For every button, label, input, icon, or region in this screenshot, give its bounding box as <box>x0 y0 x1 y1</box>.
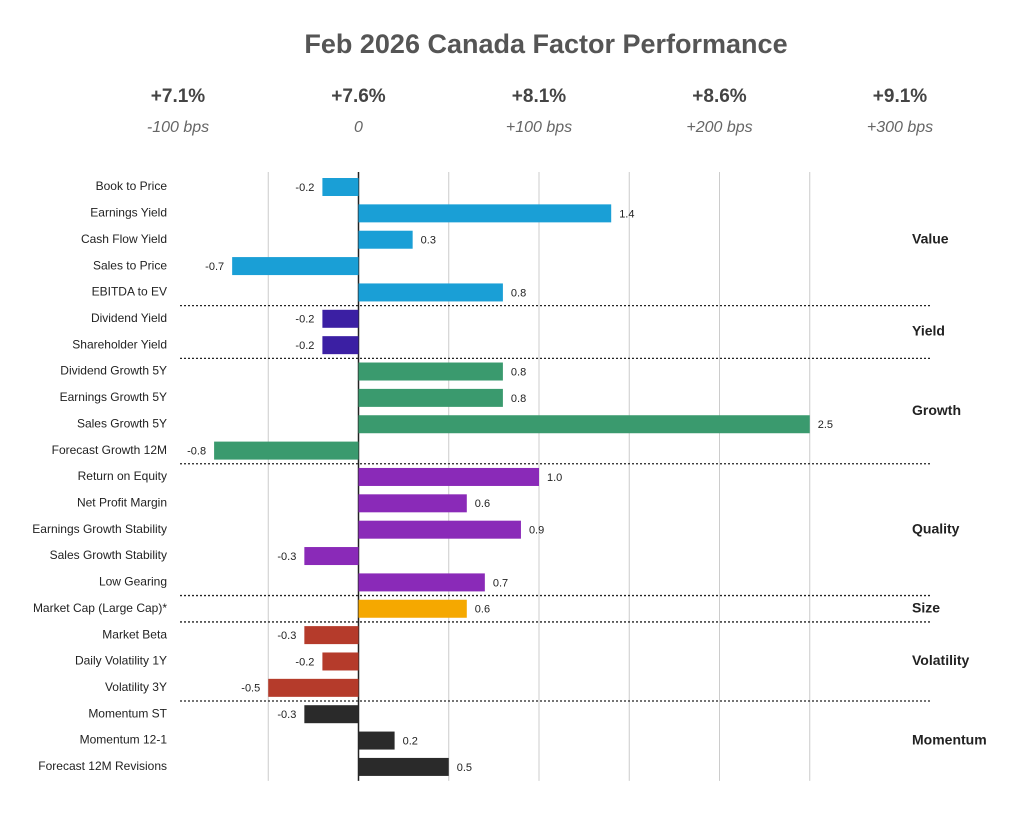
bar <box>358 757 449 776</box>
value-label: -0.5 <box>241 683 260 695</box>
category-label: Momentum 12-1 <box>80 733 168 747</box>
group-label: Size <box>912 599 940 615</box>
top-tick-label: +7.6% <box>331 86 386 107</box>
group-label: Yield <box>912 323 945 339</box>
category-label: Momentum ST <box>88 706 167 720</box>
bar <box>358 230 413 249</box>
category-label: Earnings Yield <box>90 206 167 220</box>
value-label: -0.7 <box>205 261 224 273</box>
bar <box>304 705 359 724</box>
bar <box>358 388 503 407</box>
value-label: 0.5 <box>457 762 472 774</box>
bar <box>358 204 612 223</box>
group-label: Growth <box>912 402 961 418</box>
value-label: -0.2 <box>295 314 314 326</box>
value-label: 1.0 <box>547 472 562 484</box>
bar <box>358 415 810 434</box>
bar <box>358 573 485 592</box>
category-label: Forecast Growth 12M <box>52 443 167 457</box>
value-label: -0.2 <box>295 340 314 352</box>
top-tick-label: +7.1% <box>151 86 206 107</box>
value-label: 0.2 <box>403 735 418 747</box>
value-label: 2.5 <box>818 419 833 431</box>
top-tick-label: +9.1% <box>873 86 928 107</box>
value-label: 0.6 <box>475 604 490 616</box>
category-label: Low Gearing <box>99 575 167 589</box>
top-tick-sublabel: -100 bps <box>147 119 209 136</box>
category-label: Sales to Price <box>93 258 167 272</box>
group-label: Volatility <box>912 652 970 668</box>
top-tick-sublabel: 0 <box>354 119 363 136</box>
category-label: Return on Equity <box>78 469 167 483</box>
top-tick-sublabel: +100 bps <box>506 119 572 136</box>
bar <box>304 626 359 645</box>
value-label: 0.8 <box>511 287 526 299</box>
top-tick-sublabel: +300 bps <box>867 119 933 136</box>
top-tick-label: +8.6% <box>692 86 747 107</box>
category-label: Volatility 3Y <box>105 680 167 694</box>
category-label: Dividend Growth 5Y <box>60 364 167 378</box>
bar <box>358 599 467 618</box>
value-label: -0.3 <box>277 630 296 642</box>
value-label: 0.8 <box>511 393 526 405</box>
category-label: EBITDA to EV <box>92 285 167 299</box>
bar <box>322 309 359 328</box>
bar <box>322 652 359 671</box>
category-label: Daily Volatility 1Y <box>75 654 167 668</box>
top-tick-label: +8.1% <box>512 86 567 107</box>
group-label: Momentum <box>912 731 987 747</box>
bar <box>304 547 359 566</box>
category-label: Sales Growth Stability <box>50 548 167 562</box>
value-label: 0.7 <box>493 577 508 589</box>
category-label: Market Cap (Large Cap)* <box>33 601 167 615</box>
value-label: 0.8 <box>511 366 526 378</box>
category-label: Dividend Yield <box>91 311 167 325</box>
category-label: Cash Flow Yield <box>81 232 167 246</box>
bar <box>322 178 359 196</box>
bar <box>214 441 359 460</box>
bar <box>358 520 521 539</box>
category-label: Sales Growth 5Y <box>77 416 167 430</box>
value-label: -0.2 <box>295 182 314 194</box>
value-label: -0.2 <box>295 656 314 668</box>
group-label: Quality <box>912 520 960 536</box>
bar <box>358 362 503 381</box>
value-label: -0.3 <box>277 551 296 563</box>
top-tick-sublabel: +200 bps <box>686 119 752 136</box>
category-label: Market Beta <box>102 627 167 641</box>
value-label: 0.6 <box>475 498 490 510</box>
category-label: Earnings Growth 5Y <box>60 390 167 404</box>
category-label: Shareholder Yield <box>72 337 167 351</box>
value-label: -0.3 <box>277 709 296 721</box>
chart-title: Feb 2026 Canada Factor Performance <box>304 29 787 59</box>
category-label: Forecast 12M Revisions <box>38 759 167 773</box>
value-label: 0.9 <box>529 525 544 537</box>
category-label: Book to Price <box>96 179 168 193</box>
value-label: -0.8 <box>187 446 206 458</box>
group-label: Value <box>912 230 949 246</box>
bar <box>358 283 503 302</box>
bar <box>232 257 359 276</box>
bar <box>322 336 359 355</box>
bar <box>268 678 359 697</box>
bar <box>358 494 467 513</box>
bar <box>358 731 395 750</box>
category-label: Net Profit Margin <box>77 495 167 509</box>
category-label: Earnings Growth Stability <box>32 522 167 536</box>
bar <box>358 467 539 486</box>
value-label: 0.3 <box>421 235 436 247</box>
value-label: 1.4 <box>619 208 634 220</box>
